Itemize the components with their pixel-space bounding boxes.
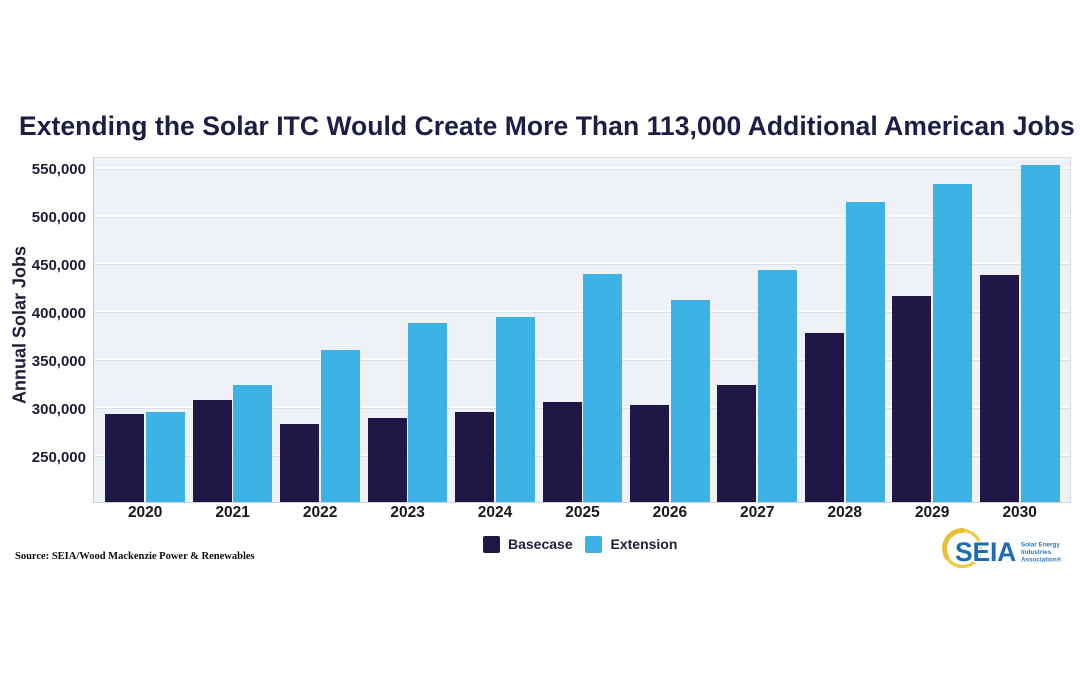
svg-text:Association®: Association®: [1021, 556, 1062, 564]
svg-text:Industries: Industries: [1021, 549, 1052, 556]
svg-text:Solar Energy: Solar Energy: [1021, 542, 1060, 549]
svg-text:SEIA: SEIA: [955, 537, 1016, 567]
